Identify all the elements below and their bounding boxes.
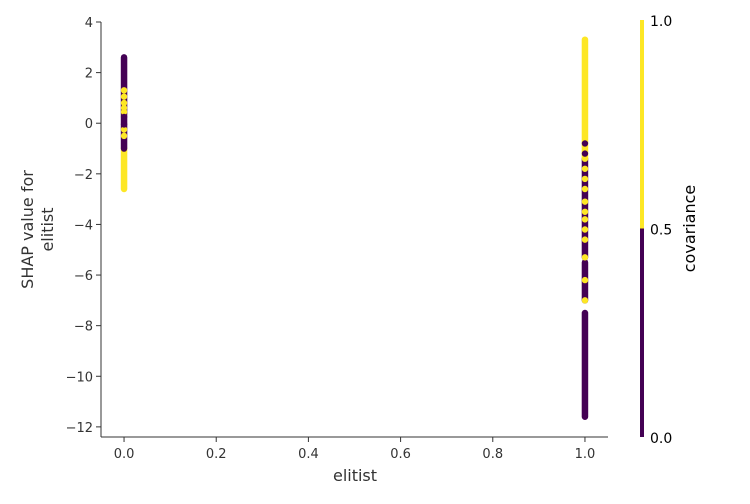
data-point-0-1 [120,126,128,133]
y-tick-label: −12 [66,421,93,436]
x-tick-label: 0.8 [482,447,503,462]
axes: 0.0 0.2 0.4 0.6 0.8 1.0 4 2 0 −2 −4 −6 −8 −10 −12 [66,16,608,462]
colorbar-label: covariance [680,185,699,272]
data-point-0-0 [120,132,128,140]
x-tick-label: 0.0 [114,447,135,462]
y-tick-label: 2 [85,67,93,82]
colorbar: 0.0 0.5 1.0 [640,14,672,447]
y-tick-label: −10 [66,370,93,385]
x-tick-label: 0.4 [298,447,319,462]
data-point-1-11 [581,150,589,157]
data-point-1-6 [581,208,589,215]
data-point-1-4 [581,226,589,233]
data-point-1-9 [581,175,589,183]
x-tick-label: 1.0 [575,447,596,462]
data-point-0-7 [120,121,128,128]
data-point-1-1 [581,276,589,284]
y-axis-label: SHAP value forelitist [18,170,57,289]
plot-area [120,36,589,421]
y-tick-label: −8 [74,320,93,335]
colorbar-tick-label: 0.0 [650,431,672,447]
y-tick-label: 4 [85,16,93,31]
data-point-1-5 [581,216,589,223]
colorbar-tick-label: 1.0 [650,14,672,30]
y-tick-label: −6 [74,269,93,284]
x-tick-label: 0.2 [206,447,227,462]
data-point-1-10 [581,165,589,172]
data-point-0-3 [120,104,128,112]
data-point-1-7 [581,198,589,205]
data-point-1-12 [581,140,589,147]
data-point-1-8 [581,185,589,193]
data-point-0-6 [120,87,128,94]
data-point-1-3 [581,236,589,243]
y-tick-label: −2 [74,168,93,183]
y-tick-label: 0 [85,117,93,132]
data-point-0-4 [120,99,128,107]
data-point-1-0 [581,297,589,304]
data-point-0-8 [120,113,128,121]
y-tick-label: −4 [74,218,93,233]
y-axis-label-line: elitist [38,207,57,251]
data-point-0-5 [120,93,128,100]
data-point-1-2 [581,254,589,261]
y-axis-label-line: SHAP value for [18,170,37,289]
x-tick-label: 0.6 [390,447,411,462]
colorbar-tick-label: 0.5 [650,223,672,239]
x-axis-label: elitist [333,466,377,485]
